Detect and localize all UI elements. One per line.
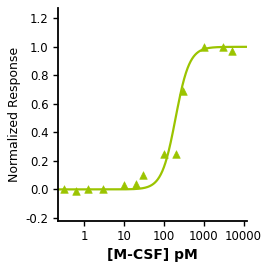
Point <box>221 45 225 49</box>
Point <box>73 189 78 193</box>
Point <box>174 152 178 156</box>
Point <box>141 173 145 177</box>
X-axis label: [M-CSF] pM: [M-CSF] pM <box>107 248 198 262</box>
Y-axis label: Normalized Response: Normalized Response <box>8 47 21 182</box>
Point <box>85 187 90 192</box>
Point <box>134 181 138 186</box>
Point <box>122 183 126 187</box>
Point <box>202 45 206 49</box>
Point <box>230 49 234 53</box>
Point <box>181 89 185 93</box>
Point <box>101 187 106 192</box>
Point <box>162 152 166 156</box>
Point <box>61 187 66 192</box>
